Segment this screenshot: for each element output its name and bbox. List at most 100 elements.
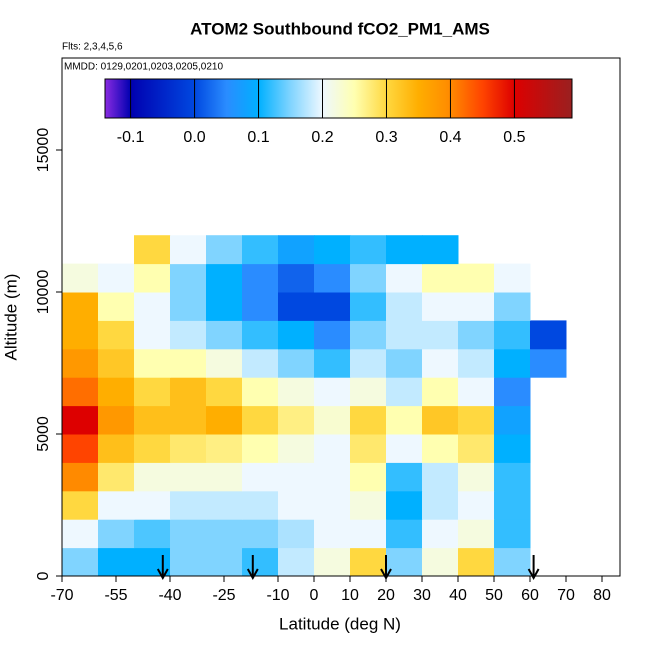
heat-cell xyxy=(350,519,387,549)
heat-cell xyxy=(494,263,531,293)
heat-cell xyxy=(422,292,459,321)
marker-arrowhead xyxy=(246,568,259,581)
x-tick-label: 0 xyxy=(310,587,319,604)
colorbar-tick-label: 0.2 xyxy=(311,129,333,146)
x-tick-label: 70 xyxy=(557,587,575,604)
heat-cell xyxy=(458,348,495,378)
heat-cell xyxy=(350,547,387,577)
heat-cell xyxy=(314,434,351,463)
heat-cell xyxy=(350,405,387,435)
heat-cell xyxy=(350,434,387,463)
heat-cell xyxy=(98,519,135,549)
heat-cell xyxy=(530,348,567,378)
heat-cell xyxy=(278,547,315,577)
heat-cell xyxy=(98,462,135,492)
y-tick-label: 5000 xyxy=(35,416,52,452)
heat-cell xyxy=(206,377,243,407)
heat-cell xyxy=(386,490,423,520)
heat-cell xyxy=(170,490,207,520)
heat-cell xyxy=(134,462,171,492)
heat-cell xyxy=(206,405,243,435)
heat-cell xyxy=(62,547,99,577)
heat-cell xyxy=(386,519,423,549)
heat-cell xyxy=(458,405,495,435)
heat-cell xyxy=(242,490,279,520)
heat-cell xyxy=(350,263,387,293)
flights-label: Flts: 2,3,4,5,6 xyxy=(62,42,123,53)
heat-cell xyxy=(242,434,279,463)
heat-cell xyxy=(206,292,243,321)
heat-cell xyxy=(278,377,315,407)
heat-cell xyxy=(170,377,207,407)
heat-cell xyxy=(314,320,351,350)
colorbar xyxy=(104,78,573,119)
heat-cell xyxy=(386,348,423,378)
heat-cell xyxy=(242,519,279,549)
colorbar-tick-label: 0.4 xyxy=(439,129,461,146)
heat-cell xyxy=(242,462,279,492)
heat-cell xyxy=(350,320,387,350)
heat-cell xyxy=(134,235,171,265)
heat-cell xyxy=(314,292,351,321)
heat-cell xyxy=(170,405,207,435)
heat-cell xyxy=(206,320,243,350)
marker-arrowhead xyxy=(380,568,392,581)
heat-cell xyxy=(242,263,279,293)
heat-cell xyxy=(98,490,135,520)
x-tick-label: 40 xyxy=(449,587,467,604)
heat-cell xyxy=(422,235,459,265)
heat-cell xyxy=(458,292,495,321)
heat-cell xyxy=(314,405,351,435)
heat-cell xyxy=(134,320,171,350)
heat-cell xyxy=(278,405,315,435)
colorbar-tick-label: 0.3 xyxy=(375,129,397,146)
heat-cell xyxy=(314,263,351,293)
heat-cell xyxy=(170,263,207,293)
colorbar-tick-label: 0.1 xyxy=(247,129,269,146)
heat-cell xyxy=(134,519,171,549)
heat-cell xyxy=(98,405,135,435)
heat-cell xyxy=(314,490,351,520)
heat-cell xyxy=(62,377,99,407)
heat-cell xyxy=(458,263,495,293)
heat-cell xyxy=(278,292,315,321)
heat-cell xyxy=(314,377,351,407)
heat-cell xyxy=(242,547,279,577)
x-tick-label: 20 xyxy=(377,587,395,604)
colorbar-tick-label: 0.5 xyxy=(503,129,525,146)
heat-cell xyxy=(134,377,171,407)
heat-cell xyxy=(62,405,99,435)
heat-cell xyxy=(62,519,99,549)
heat-cell xyxy=(134,348,171,378)
heat-cell xyxy=(62,292,99,321)
heat-cell xyxy=(98,434,135,463)
heat-cell xyxy=(422,519,459,549)
heat-cell xyxy=(278,348,315,378)
heat-cell xyxy=(458,547,495,577)
heat-cell xyxy=(170,434,207,463)
heat-cell xyxy=(422,547,459,577)
heat-cell xyxy=(422,320,459,350)
x-tick-label: 80 xyxy=(593,587,611,604)
heat-cell xyxy=(98,377,135,407)
heat-cell xyxy=(62,348,99,378)
heat-cell xyxy=(62,263,99,293)
heat-cell xyxy=(170,348,207,378)
colorbar-tick-label: -0.1 xyxy=(117,129,145,146)
heat-cell xyxy=(242,377,279,407)
heat-cell xyxy=(494,547,531,577)
heat-cell xyxy=(242,405,279,435)
heat-cell xyxy=(98,292,135,321)
heat-cell xyxy=(170,547,207,577)
heat-cell xyxy=(242,348,279,378)
heat-cell xyxy=(134,490,171,520)
heat-cell xyxy=(494,348,531,378)
x-tick-label: 60 xyxy=(521,587,539,604)
heat-cell xyxy=(206,235,243,265)
colorbar-tick-label: 0.0 xyxy=(183,129,205,146)
heat-cell xyxy=(62,434,99,463)
heat-cell xyxy=(62,490,99,520)
heat-cell xyxy=(134,547,171,577)
heat-cell xyxy=(494,519,531,549)
